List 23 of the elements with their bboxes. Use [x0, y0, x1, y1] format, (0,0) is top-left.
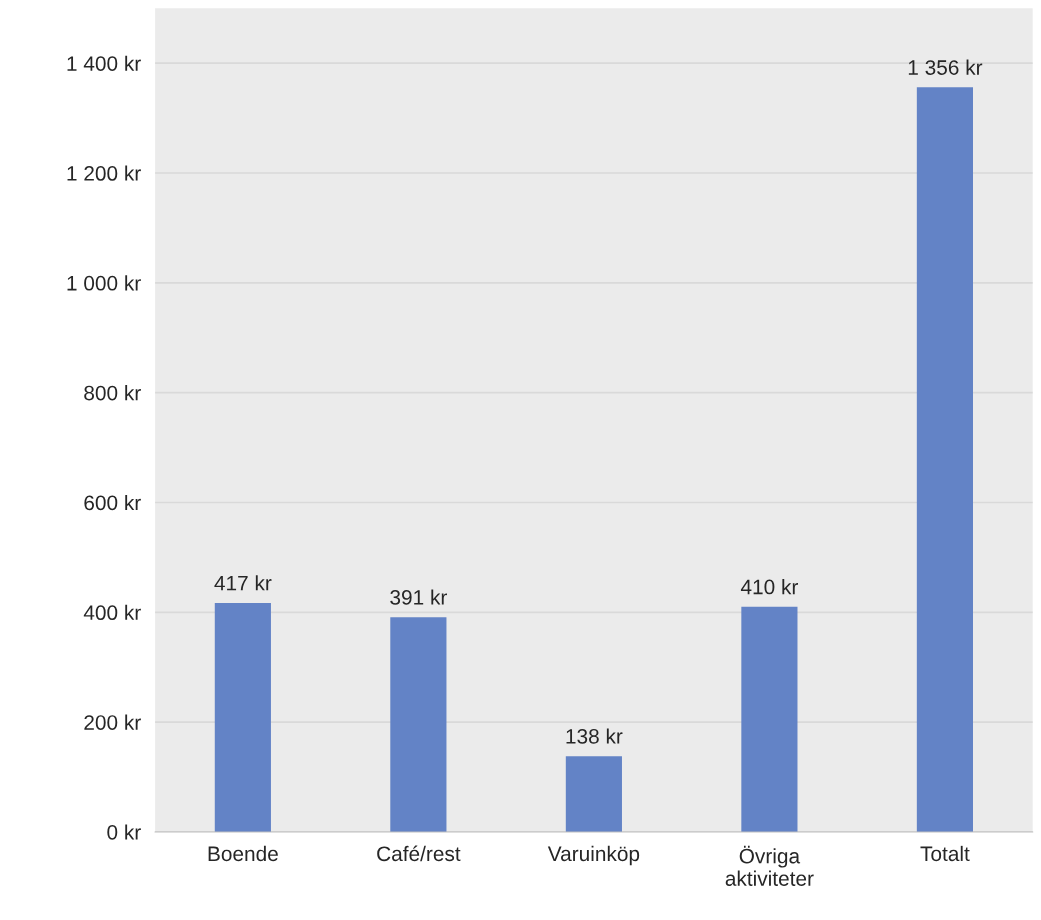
- data-label: 410 kr: [740, 579, 799, 595]
- y-tick-label: 800 kr: [84, 385, 141, 401]
- y-tick-label: 0 kr: [107, 824, 141, 840]
- x-tick-label: Varuinköp: [547, 845, 640, 866]
- bar: [741, 606, 798, 832]
- data-label: 391 kr: [390, 589, 447, 605]
- bar: [214, 602, 271, 832]
- bar: [390, 617, 447, 832]
- bar: [565, 756, 622, 832]
- data-label: 1 356 kr: [908, 59, 983, 75]
- y-tick-label: 600 kr: [84, 494, 141, 511]
- y-tick-label: 1 000 kr: [67, 275, 141, 291]
- x-tick-label: Totalt: [920, 845, 970, 862]
- data-label: 417 kr: [214, 575, 272, 591]
- bar: [916, 87, 973, 832]
- x-tick-label: Boende: [208, 845, 278, 862]
- y-tick-label: 200 kr: [84, 714, 141, 730]
- x-tick-label: Café/rest: [377, 845, 461, 862]
- y-tick-label: 1 400 kr: [67, 55, 141, 71]
- x-tick-label: Övriga aktiviteter: [725, 845, 814, 886]
- y-tick-label: 1 200 kr: [67, 165, 141, 181]
- y-tick-label: 400 kr: [83, 604, 141, 621]
- data-label: 138 kr: [566, 728, 623, 744]
